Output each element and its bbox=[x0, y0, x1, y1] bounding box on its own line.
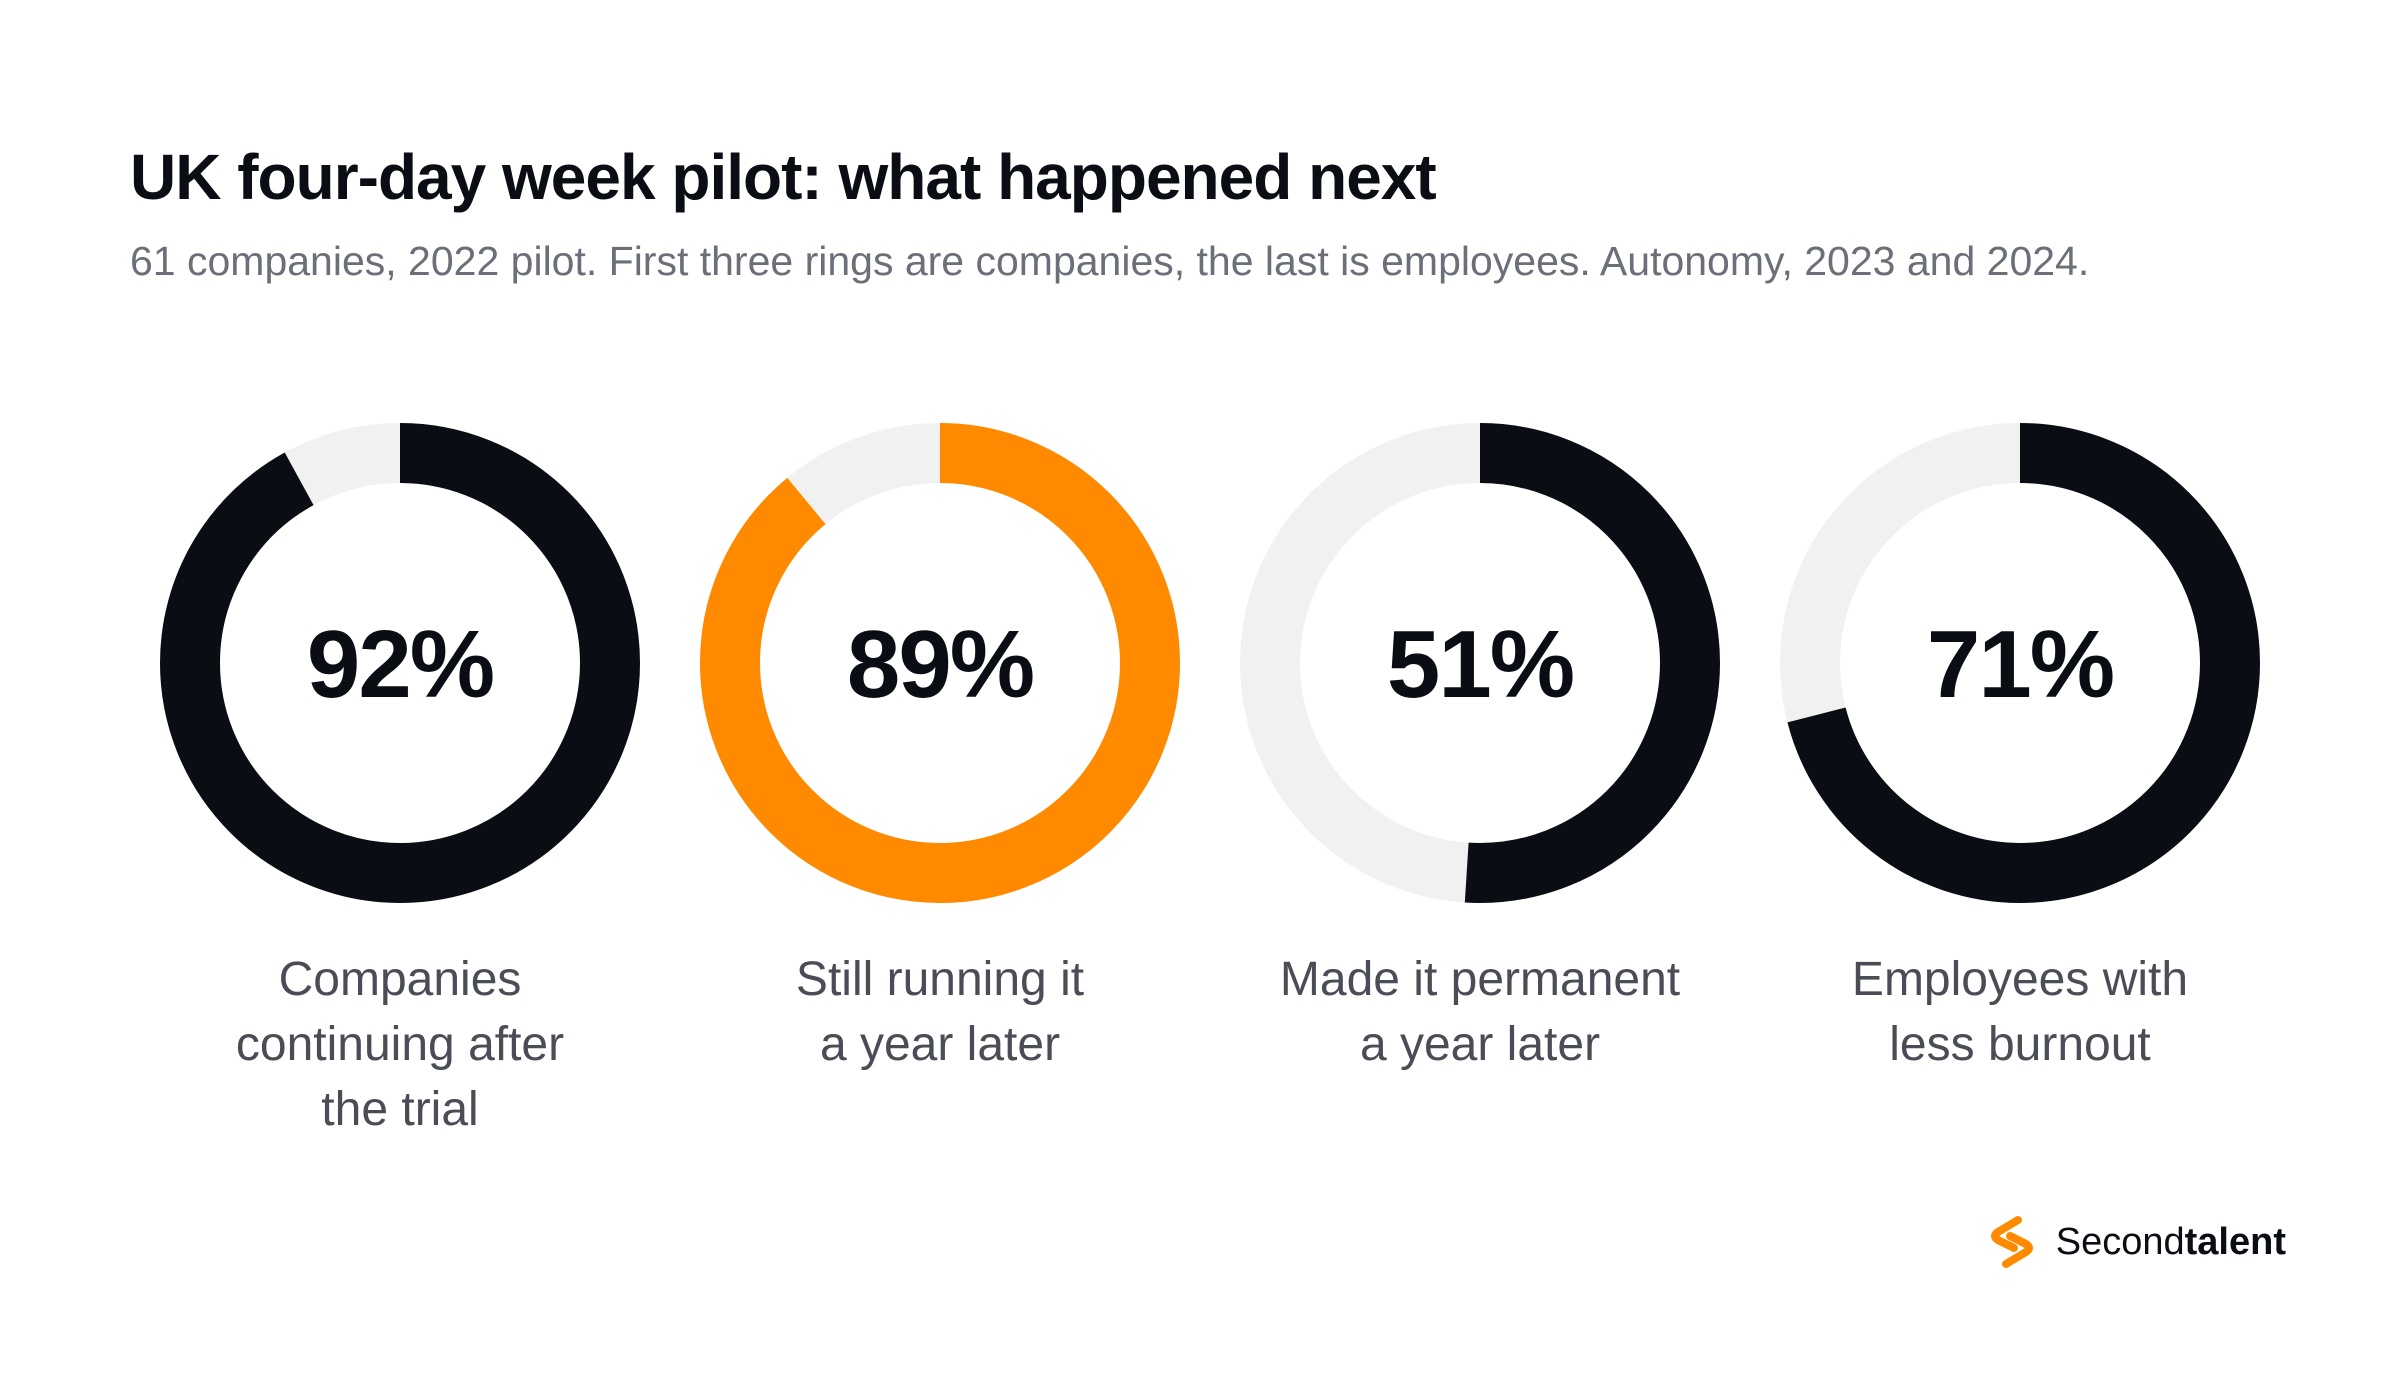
ring-caption-line: continuing after bbox=[236, 1018, 564, 1071]
ring-value-arc bbox=[1780, 423, 2260, 903]
brand-name: Secondtalent bbox=[2056, 1221, 2286, 1264]
brand-name-bold: talent bbox=[2184, 1220, 2286, 1263]
ring-value-label: 51% bbox=[1387, 611, 1573, 718]
page-subtitle: 61 companies, 2022 pilot. First three ri… bbox=[130, 238, 2090, 284]
ring-value-label: 89% bbox=[847, 611, 1033, 718]
secondtalent-logo-icon bbox=[1990, 1216, 2033, 1268]
donut-ring-3: 51% Made it permanent a year later bbox=[1240, 423, 1720, 1071]
donut-ring-4: 71% Employees with less burnout bbox=[1780, 423, 2260, 1071]
page-title: UK four-day week pilot: what happened ne… bbox=[130, 141, 1437, 213]
brand-logo: Secondtalent bbox=[1984, 1214, 2286, 1270]
ring-caption-line: a year later bbox=[1360, 1018, 1600, 1071]
ring-value-label: 92% bbox=[307, 611, 493, 718]
ring-caption-line: Still running it bbox=[796, 953, 1084, 1006]
ring-caption-line: the trial bbox=[321, 1083, 478, 1136]
donut-ring-1: 92% Companies continuing after the trial bbox=[160, 423, 640, 1136]
ring-value-arc bbox=[1240, 423, 1720, 903]
ring-caption-line: less burnout bbox=[1889, 1018, 2151, 1071]
ring-caption-line: a year later bbox=[820, 1018, 1060, 1071]
ring-caption-line: Made it permanent bbox=[1280, 953, 1680, 1006]
ring-value-arc bbox=[700, 423, 1180, 903]
ring-caption-line: Companies bbox=[279, 953, 522, 1006]
ring-value-arc bbox=[160, 423, 640, 903]
brand-name-regular: Second bbox=[2055, 1220, 2185, 1263]
ring-caption-line: Employees with bbox=[1852, 953, 2188, 1006]
donut-ring-2: 89% Still running it a year later bbox=[700, 423, 1180, 1071]
ring-value-label: 71% bbox=[1927, 611, 2113, 718]
